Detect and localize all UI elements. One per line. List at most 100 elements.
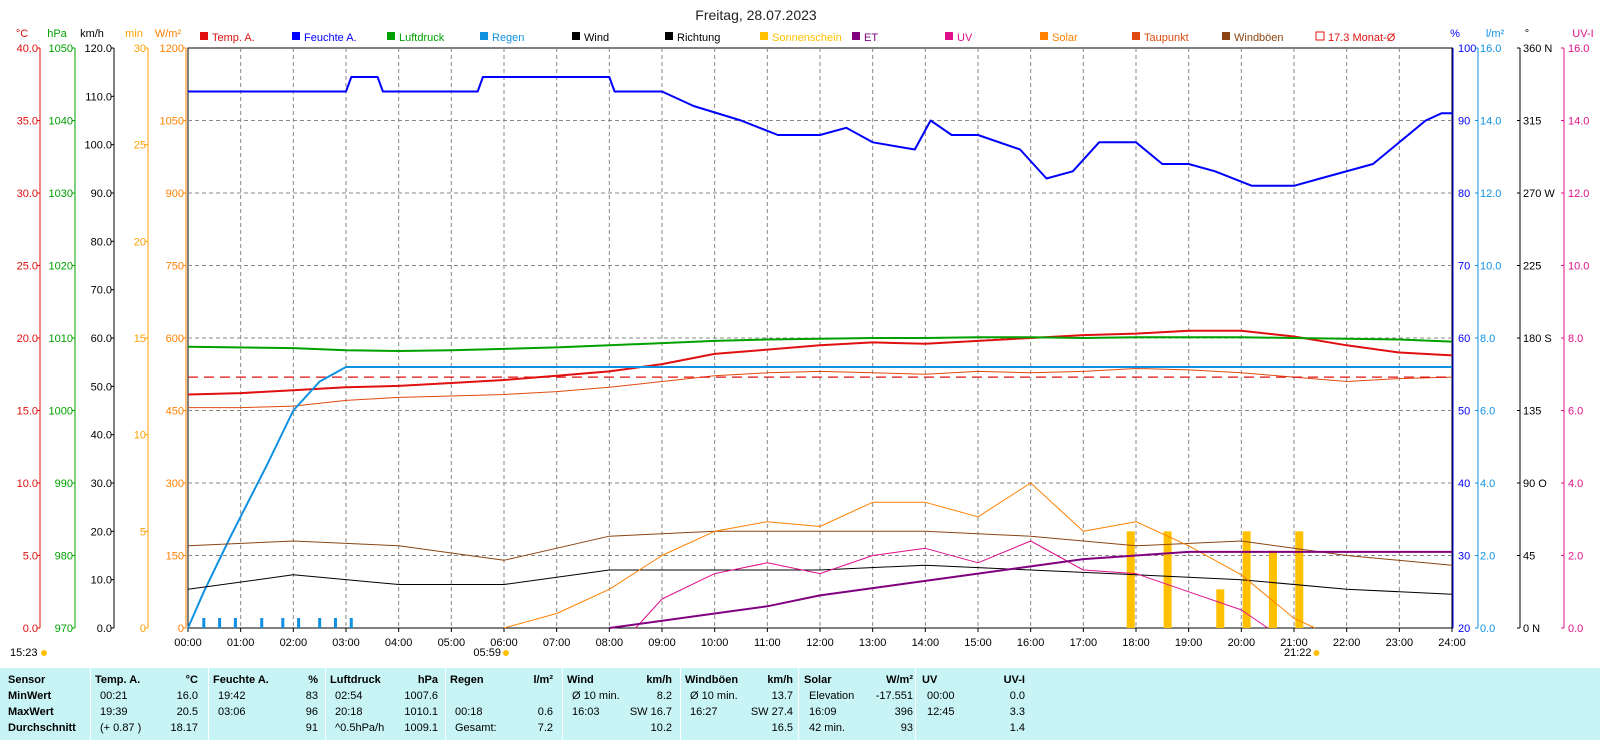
series-line-gusts <box>187 530 1453 566</box>
uvi-axis-tick-label: 10.0 <box>1568 261 1589 273</box>
stats-cell-temp-value: 16.0 <box>176 690 198 702</box>
stats-cell-wind-value: SW 16.7 <box>629 706 672 718</box>
sunshine-bar <box>1295 531 1304 628</box>
series-line-temp <box>187 329 1453 396</box>
solar-axis-tick-label: 300 <box>166 478 184 490</box>
temp-axis-tick-label: 5.0 <box>23 551 38 563</box>
uvi-axis-tick-label: 6.0 <box>1568 406 1583 418</box>
stats-cell-uv-time: 00:00 <box>927 690 955 702</box>
stats-cell-hum-value: 83 <box>305 690 318 702</box>
uvi-axis-tick-label: 14.0 <box>1568 116 1589 128</box>
wind-axis-tick-label: 10.0 <box>91 575 112 587</box>
pressure-axis-tick-label: 1030 <box>49 188 73 200</box>
temp-axis-tick-label: 0.0 <box>23 623 38 635</box>
rain-event-bar <box>318 618 322 628</box>
rain-axis-unit: l/m² <box>1486 28 1505 40</box>
rain-axis-tick-label: 0.0 <box>1480 623 1495 635</box>
legend-swatch <box>387 32 395 40</box>
legend-label: Luftdruck <box>399 32 445 44</box>
stats-header-wind: Wind <box>567 674 594 686</box>
rain-event-bar <box>281 618 285 628</box>
x-tick-label: 16:00 <box>1017 637 1045 649</box>
rain-axis-tick-label: 16.0 <box>1480 43 1501 55</box>
sunmin-axis-tick-label: 15 <box>134 333 146 345</box>
legend-swatch <box>292 32 300 40</box>
direction-axis-unit: ° <box>1525 28 1529 40</box>
stats-cell-hum-value: 91 <box>305 722 318 734</box>
solar-axis-tick-label: 1200 <box>160 43 184 55</box>
stats-cell-rain-time: 00:18 <box>455 706 483 718</box>
sunmin-axis-tick-label: 30 <box>134 43 146 55</box>
legend-swatch <box>665 32 673 40</box>
stats-cell-rain-time: Gesamt: <box>455 722 497 734</box>
stats-cell-temp-time: (+ 0.87 ) <box>100 722 142 734</box>
stats-cell-temp-value: 18.17 <box>170 722 198 734</box>
sunrise-label: 05:59 <box>473 647 501 659</box>
x-tick-label: 10:00 <box>701 637 729 649</box>
rain-event-bar <box>297 618 301 628</box>
legend-swatch <box>760 32 768 40</box>
wind-axis-tick-label: 40.0 <box>91 430 112 442</box>
solar-axis-tick-label: 150 <box>166 551 184 563</box>
x-tick-label: 17:00 <box>1070 637 1098 649</box>
stats-cell-temp-value: 20.5 <box>176 706 198 718</box>
x-tick-label: 14:00 <box>912 637 940 649</box>
wind-axis-tick-label: 110.0 <box>85 91 112 103</box>
pressure-axis-tick-label: 1000 <box>49 406 73 418</box>
x-tick-label: 11:00 <box>754 637 781 649</box>
stats-header-unit-gust: km/h <box>767 674 793 686</box>
uvi-axis-unit: UV-I <box>1572 28 1593 40</box>
series-line-uv <box>635 540 1268 629</box>
stats-header-hum: Feuchte A. <box>213 674 269 686</box>
wind-axis-tick-label: 30.0 <box>91 478 112 490</box>
stats-cell-press-time: ^0.5hPa/h <box>335 722 385 734</box>
stats-cell-press-value: 1009.1 <box>404 722 438 734</box>
wind-axis-tick-label: 50.0 <box>91 381 112 393</box>
temp-axis-unit: °C <box>16 28 28 40</box>
sunrise-icon <box>502 650 509 656</box>
uvi-axis-tick-label: 16.0 <box>1568 43 1589 55</box>
stats-header-unit-uv: UV-I <box>1003 674 1025 686</box>
pressure-axis-unit: hPa <box>47 28 67 40</box>
x-tick-label: 04:00 <box>385 637 413 649</box>
stats-cell-press-time: 20:18 <box>335 706 363 718</box>
sunshine-total-icon <box>41 650 47 656</box>
direction-axis-tick-label: 135 <box>1523 406 1541 418</box>
sunset-label: 21:22 <box>1284 647 1312 659</box>
legend-label: Wind <box>584 32 609 44</box>
stats-cell-press-value: 1007.6 <box>404 690 438 702</box>
solar-axis-tick-label: 0 <box>178 623 184 635</box>
rain-event-bar <box>349 618 353 628</box>
solar-axis-tick-label: 900 <box>166 188 184 200</box>
legend-label: 17.3 Monat-Ø <box>1328 32 1396 44</box>
stats-row-label: MaxWert <box>8 706 54 718</box>
sunshine-total-label: 15:23 <box>10 647 38 659</box>
x-tick-label: 23:00 <box>1386 637 1414 649</box>
solar-axis-tick-label: 750 <box>166 261 184 273</box>
rain-axis-tick-label: 6.0 <box>1480 406 1495 418</box>
stats-header-sensor: Sensor <box>8 674 46 686</box>
x-tick-label: 12:00 <box>806 637 834 649</box>
sunshine-bar <box>1216 589 1225 628</box>
solar-axis-tick-label: 600 <box>166 333 184 345</box>
rain-axis-tick-label: 4.0 <box>1480 478 1495 490</box>
stats-row-label: MinWert <box>8 690 52 702</box>
wind-axis-tick-label: 90.0 <box>91 188 112 200</box>
uvi-axis-tick-label: 12.0 <box>1568 188 1589 200</box>
pressure-axis-tick-label: 990 <box>55 478 73 490</box>
legend-swatch <box>852 32 860 40</box>
stats-table: Sensor Temp. A. °C Feuchte A.% Luftdruck hPa R… <box>0 668 1600 740</box>
solar-axis-tick-label: 450 <box>166 406 184 418</box>
x-axis: 00:00 01:00 02:00 03:00 04:00 05:00 06:00 07:00… <box>10 628 1466 659</box>
stats-header-rain: Regen <box>450 674 484 686</box>
direction-axis-tick-label: 360 N <box>1523 43 1552 55</box>
stats-cell-rain-value: 0.6 <box>537 706 553 718</box>
legend: Temp. A. Feuchte A. Luftdruck Regen Wind Rich… <box>200 31 1396 44</box>
x-tick-label: 22:00 <box>1333 637 1361 649</box>
humidity-axis-unit: % <box>1450 28 1460 40</box>
stats-column-divider <box>798 668 799 740</box>
chart-title: Freitag, 28.07.2023 <box>695 7 817 23</box>
solar-axis-tick-label: 1050 <box>160 116 184 128</box>
solar-axis-unit: W/m² <box>155 28 182 40</box>
sunset-icon <box>1313 650 1320 656</box>
